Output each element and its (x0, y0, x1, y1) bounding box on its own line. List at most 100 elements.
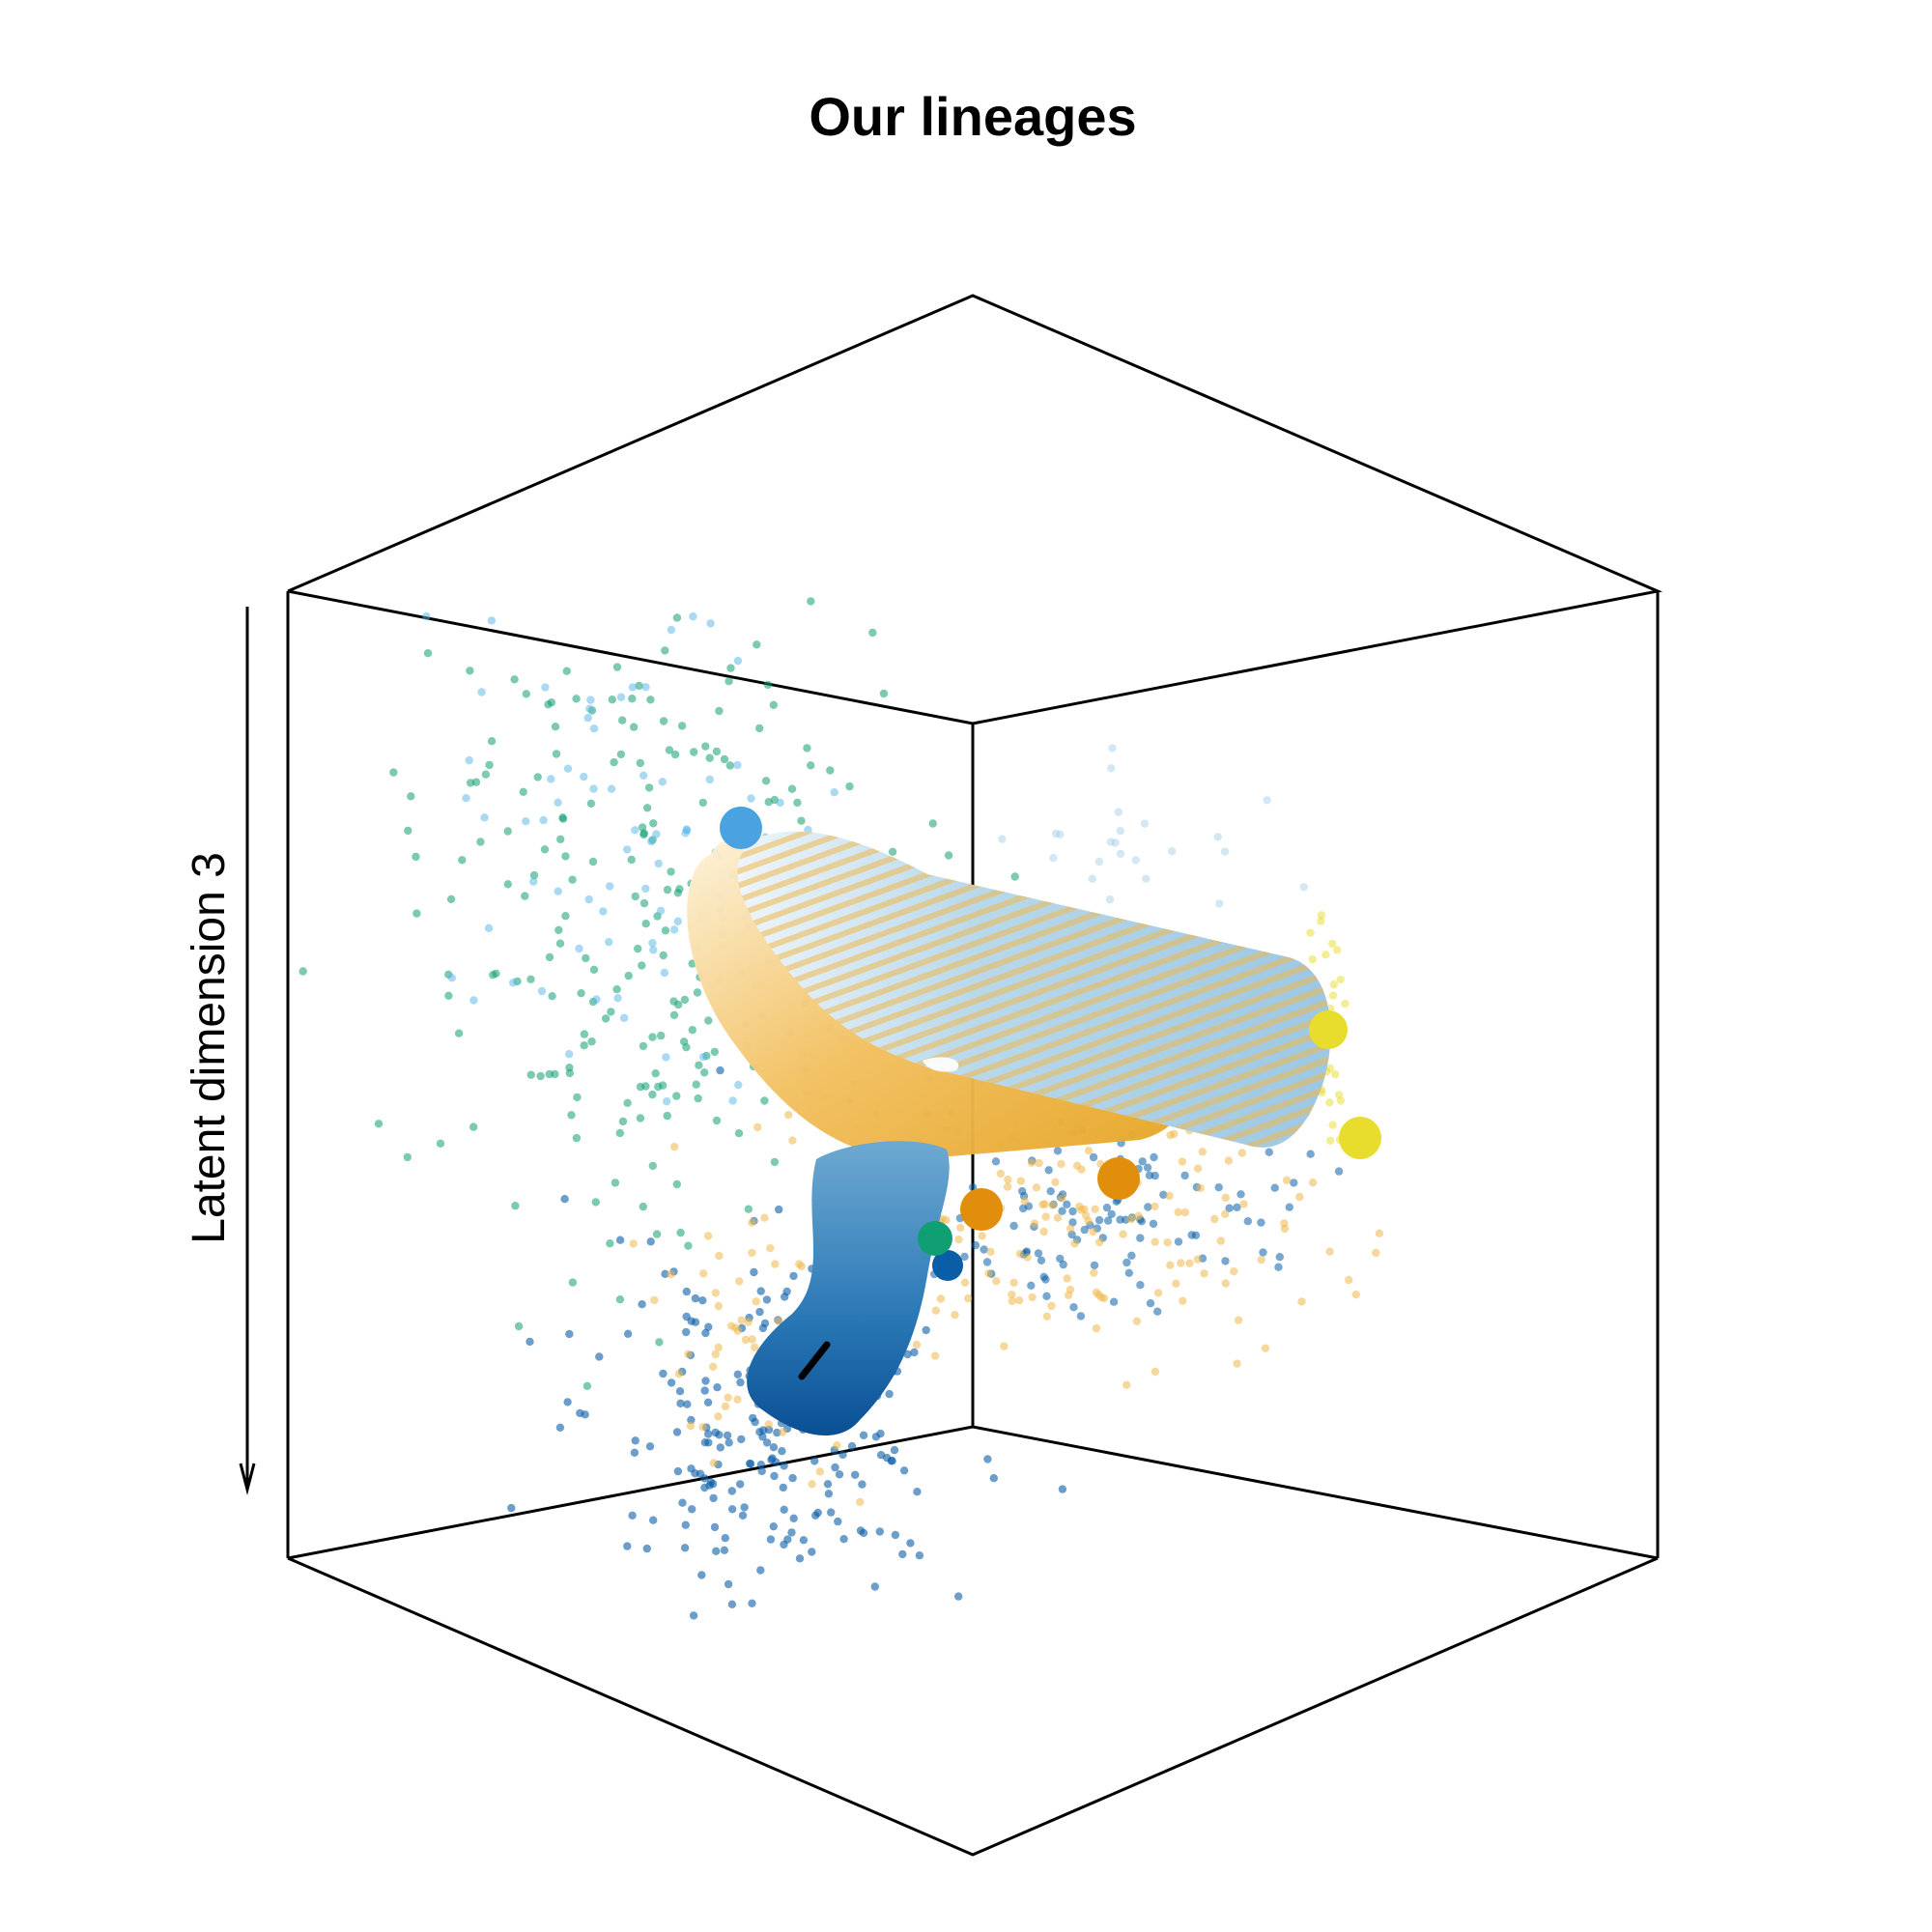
cell-point (665, 746, 674, 754)
cell-point (705, 753, 714, 762)
cell-point (636, 1114, 645, 1122)
cell-point (986, 1247, 995, 1257)
cell-point (888, 847, 897, 856)
cell-point (634, 944, 642, 953)
cell-point (645, 1442, 655, 1451)
cell-point (1224, 1156, 1234, 1165)
cell-point (462, 794, 470, 803)
cell-point (1134, 1211, 1143, 1220)
cell-point (1105, 895, 1115, 904)
cell-point (748, 1335, 756, 1344)
cell-point (708, 1362, 718, 1372)
cell-point (766, 1244, 775, 1253)
z-axis-label: Latent dimension 3 (184, 852, 235, 1244)
cell-point (1004, 1175, 1012, 1184)
cell-point (744, 1318, 753, 1326)
cell-point (533, 773, 542, 781)
cell-point (787, 1528, 796, 1537)
cell-point (610, 757, 618, 767)
cell-point (675, 1387, 685, 1396)
cell-point (555, 939, 565, 948)
cell-point (1257, 1256, 1265, 1264)
cell-point (759, 1426, 768, 1435)
box-top-face (287, 294, 1663, 725)
cell-point (1070, 1239, 1079, 1248)
endpoint-green (918, 1221, 952, 1256)
cell-point (412, 909, 421, 918)
cell-point (775, 1205, 783, 1214)
cell-point (716, 1443, 724, 1452)
cell-point (701, 1328, 710, 1338)
cell-point (756, 1566, 765, 1575)
cell-point (1127, 1214, 1136, 1224)
cell-point (761, 777, 771, 785)
cell-point (720, 1546, 729, 1555)
cell-point (389, 768, 398, 777)
cell-point (589, 965, 599, 974)
cell-point (651, 1069, 660, 1078)
cell-point (555, 1423, 565, 1433)
cell-point (673, 1466, 683, 1476)
cell-point (607, 1008, 615, 1016)
cell-point (648, 1090, 657, 1099)
cell-point (1328, 991, 1338, 1000)
endpoint-sky-blue (720, 807, 762, 849)
cell-point (1084, 1147, 1094, 1155)
cell-point (912, 1340, 922, 1350)
cell-point (540, 845, 550, 854)
cell-point (1035, 1158, 1043, 1168)
cell-point (711, 1350, 720, 1359)
cell-point (1178, 1157, 1187, 1166)
cell-point (663, 1097, 671, 1106)
cell-point (631, 1436, 639, 1445)
cell-point (560, 1195, 569, 1204)
cell-point (797, 816, 806, 825)
cell-point (561, 912, 570, 921)
cell-point (1210, 1214, 1219, 1224)
cell-point (677, 722, 687, 730)
cell-point (466, 667, 474, 675)
cell-point (1047, 1301, 1056, 1311)
cell-point (465, 755, 473, 765)
cell-point (906, 1539, 915, 1548)
cell-point (1198, 1148, 1208, 1156)
cell-point (1077, 1206, 1086, 1214)
cell-point (412, 852, 420, 862)
cell-point (856, 1497, 865, 1507)
cell-point (756, 1461, 765, 1469)
cell-point (1124, 1268, 1134, 1278)
cell-point (1151, 1237, 1159, 1246)
cell-point (700, 1386, 709, 1395)
cell-point (826, 766, 835, 775)
cell-point (558, 814, 568, 823)
cell-point (1131, 856, 1141, 865)
cell-point (1042, 1292, 1051, 1301)
cell-point (1051, 829, 1061, 838)
cell-point (469, 996, 478, 1005)
cell-point (630, 1448, 639, 1458)
cell-point (1088, 874, 1097, 883)
z-axis-arrowhead (239, 1463, 256, 1495)
cell-point (404, 826, 412, 836)
cell-point (1179, 1296, 1187, 1305)
cell-point (1140, 819, 1150, 828)
cell-point (788, 1473, 797, 1483)
cell-point (778, 1447, 786, 1456)
cell-point (667, 1270, 675, 1279)
cell-point (980, 1245, 988, 1254)
cell-point (1264, 1148, 1274, 1156)
cell-point (526, 975, 535, 983)
cell-point (1317, 917, 1325, 925)
cell-point (607, 784, 616, 793)
cell-point (661, 926, 670, 935)
cell-point (1325, 1098, 1334, 1107)
cell-point (1329, 980, 1339, 989)
cell-point (584, 895, 593, 904)
cell-point (591, 1198, 600, 1207)
cell-point (649, 819, 658, 828)
cell-point (831, 1463, 839, 1472)
cell-point (868, 628, 877, 638)
cell-point (1039, 1272, 1048, 1282)
cell-point (639, 771, 648, 780)
